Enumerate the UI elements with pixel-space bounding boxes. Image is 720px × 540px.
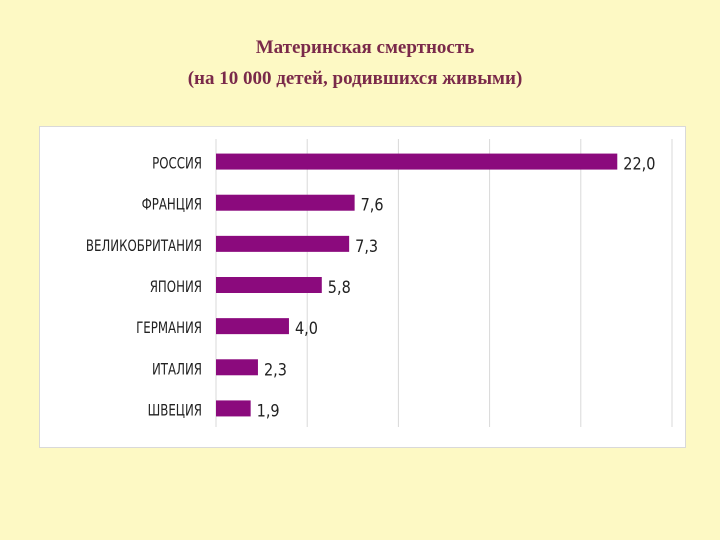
category-label: ИТАЛИЯ — [152, 360, 202, 379]
category-label: ШВЕЦИЯ — [148, 401, 202, 420]
chart-area: РОССИЯ 22,0 ФРАНЦИЯ 7,6 ВЕЛИКОБРИТАНИЯ 7,3 ЯПО… — [39, 126, 686, 448]
value-label: 7,3 — [355, 236, 378, 256]
category-label: ГЕРМАНИЯ — [136, 319, 202, 338]
bar-5 — [216, 359, 258, 376]
bar-1 — [216, 194, 355, 211]
bar-chart: РОССИЯ 22,0 ФРАНЦИЯ 7,6 ВЕЛИКОБРИТАНИЯ 7,3 ЯПО… — [86, 139, 673, 427]
bar-3 — [216, 277, 322, 293]
chart-title-line-2: (на 10 000 детей, родившихся живыми) — [187, 68, 523, 89]
value-label: 7,6 — [361, 195, 384, 215]
bar-2 — [216, 235, 350, 252]
chart-title-line-1: Материнская смертность — [255, 37, 475, 58]
value-label: 5,8 — [328, 277, 351, 297]
category-label: ЯПОНИЯ — [150, 278, 202, 297]
bar-6 — [216, 400, 251, 417]
value-label: 4,0 — [295, 318, 318, 338]
category-label: ВЕЛИКОБРИТАНИЯ — [86, 237, 202, 256]
bar-4 — [216, 318, 289, 335]
bar-0 — [216, 153, 618, 170]
category-label: РОССИЯ — [152, 154, 202, 173]
category-label: ФРАНЦИЯ — [142, 195, 202, 214]
value-label: 2,3 — [264, 359, 287, 379]
value-label: 22,0 — [623, 153, 655, 173]
value-label: 1,9 — [257, 400, 280, 420]
